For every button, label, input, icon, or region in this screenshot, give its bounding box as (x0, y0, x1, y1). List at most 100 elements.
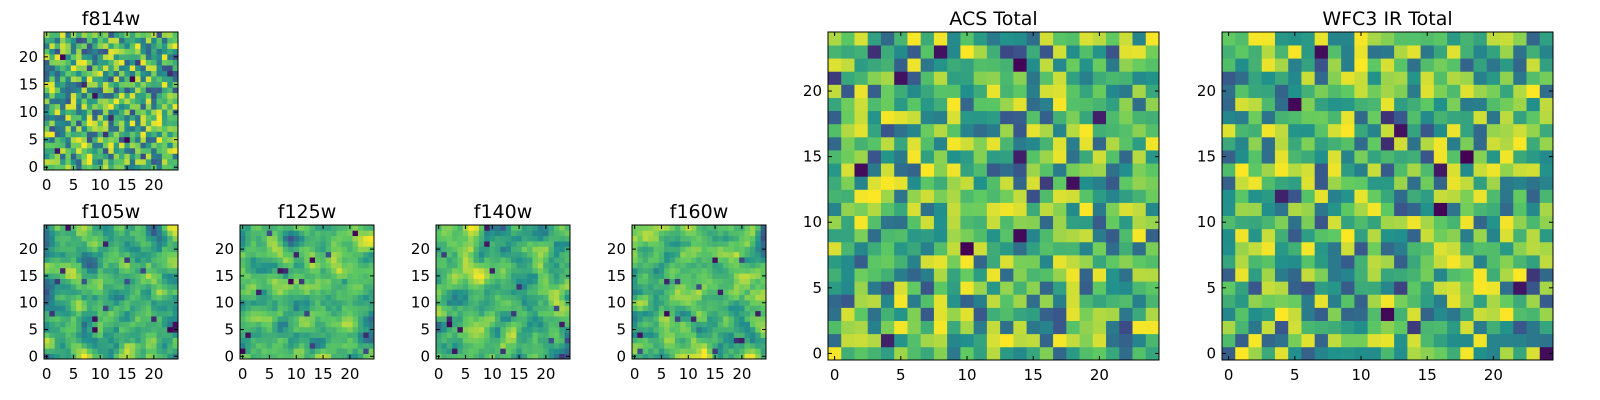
heatmap-cell (739, 235, 745, 242)
heatmap-cell (140, 125, 147, 132)
heatmap-cell (462, 326, 469, 333)
heatmap-cell (65, 342, 72, 349)
heatmap-cell (1066, 268, 1080, 282)
heatmap-cell (894, 294, 908, 308)
heatmap-cell (272, 251, 278, 258)
heatmap-cell (1132, 123, 1147, 138)
heatmap-cell (102, 147, 109, 154)
heatmap-cell (723, 251, 729, 258)
heatmap-cell (1447, 110, 1461, 125)
heatmap-cell (1274, 176, 1289, 190)
heatmap-cell (1447, 294, 1461, 308)
heatmap-cell (828, 45, 842, 59)
heatmap-cell (755, 337, 761, 344)
heatmap-cell (145, 267, 152, 274)
heatmap-cell (854, 268, 869, 282)
heatmap-cell (1539, 241, 1554, 256)
heatmap-cell (1013, 176, 1027, 190)
heatmap-cell (65, 348, 72, 354)
heatmap-cell (712, 230, 719, 237)
heatmap-cell (880, 71, 895, 85)
heatmap-cell (250, 300, 257, 306)
heatmap-cell (156, 120, 163, 127)
heatmap-cell (124, 321, 131, 328)
heatmap-cell (81, 153, 88, 160)
heatmap-cell (1235, 136, 1249, 151)
heatmap-cell (1066, 97, 1080, 112)
heatmap-cell (564, 337, 571, 344)
heatmap-cell (744, 353, 751, 360)
heatmap-cell (129, 294, 136, 301)
heatmap-cell (723, 283, 729, 290)
heatmap-cell (1473, 215, 1488, 230)
heatmap-cell (500, 230, 507, 237)
heatmap-cell (960, 320, 974, 335)
heatmap-cell (54, 43, 61, 49)
heatmap-cell (894, 281, 908, 295)
heatmap-cell (1000, 123, 1014, 138)
heatmap-cell (266, 278, 273, 285)
heatmap-cell (436, 289, 442, 296)
heatmap-cell (1394, 163, 1408, 177)
heatmap-cell (54, 87, 61, 94)
x-tick-label: 20 (732, 365, 751, 383)
heatmap-cell (282, 257, 289, 263)
heatmap-cell (947, 241, 961, 256)
heatmap-cell (648, 235, 654, 242)
heatmap-cell (309, 235, 316, 242)
heatmap-cell (113, 267, 120, 274)
heatmap-cell (357, 305, 364, 312)
heatmap-cell (548, 310, 555, 317)
heatmap-cell (70, 342, 77, 349)
heatmap-cell (1341, 320, 1355, 335)
heatmap-cell (828, 241, 842, 256)
heatmap-cell (933, 136, 948, 151)
heatmap-cell (298, 246, 305, 253)
heatmap-cell (478, 267, 485, 274)
heatmap-cell (674, 332, 681, 338)
heatmap-cell (680, 241, 686, 247)
heatmap-cell (341, 348, 348, 354)
heatmap-cell (658, 332, 665, 338)
heatmap-cell (1447, 241, 1461, 256)
heatmap-cell (986, 228, 1001, 243)
heatmap-cell (441, 342, 448, 349)
heatmap-cell (161, 114, 168, 121)
heatmap-cell (516, 246, 523, 253)
heatmap-cell (543, 278, 549, 285)
heatmap-cell (156, 225, 163, 231)
heatmap-cell (537, 337, 544, 344)
heatmap-cell (60, 251, 66, 258)
heatmap-cell (749, 300, 756, 306)
heatmap-cell (167, 120, 173, 127)
heatmap-cell (1132, 97, 1147, 112)
heatmap-cell (298, 230, 305, 237)
heatmap-cell (70, 87, 77, 94)
heatmap-cell (309, 294, 316, 301)
heatmap-cell (49, 278, 56, 285)
heatmap-cell (1447, 228, 1461, 243)
heatmap-cell (151, 48, 157, 55)
heatmap-cell (664, 353, 670, 360)
heatmap-cell (841, 281, 855, 295)
heatmap-cell (1039, 202, 1054, 217)
heatmap-cell (325, 267, 332, 274)
heatmap-cell (907, 32, 922, 46)
heatmap-cell (511, 278, 517, 285)
heatmap-cell (1380, 176, 1395, 190)
heatmap-cell (113, 326, 120, 333)
heatmap-cell (1066, 110, 1080, 125)
heatmap-cell (156, 164, 163, 171)
heatmap-cell (1000, 32, 1014, 46)
heatmap-cell (256, 348, 262, 354)
heatmap-cell (755, 267, 761, 274)
heatmap-cell (256, 235, 262, 242)
heatmap-cell (288, 230, 294, 237)
heatmap-cell (298, 262, 305, 269)
heatmap-cell (537, 246, 544, 253)
heatmap-cell (1261, 228, 1276, 243)
heatmap-cell (70, 316, 77, 322)
heatmap-cell (352, 321, 359, 328)
heatmap-cell (363, 283, 369, 290)
heatmap-cell (54, 230, 61, 237)
